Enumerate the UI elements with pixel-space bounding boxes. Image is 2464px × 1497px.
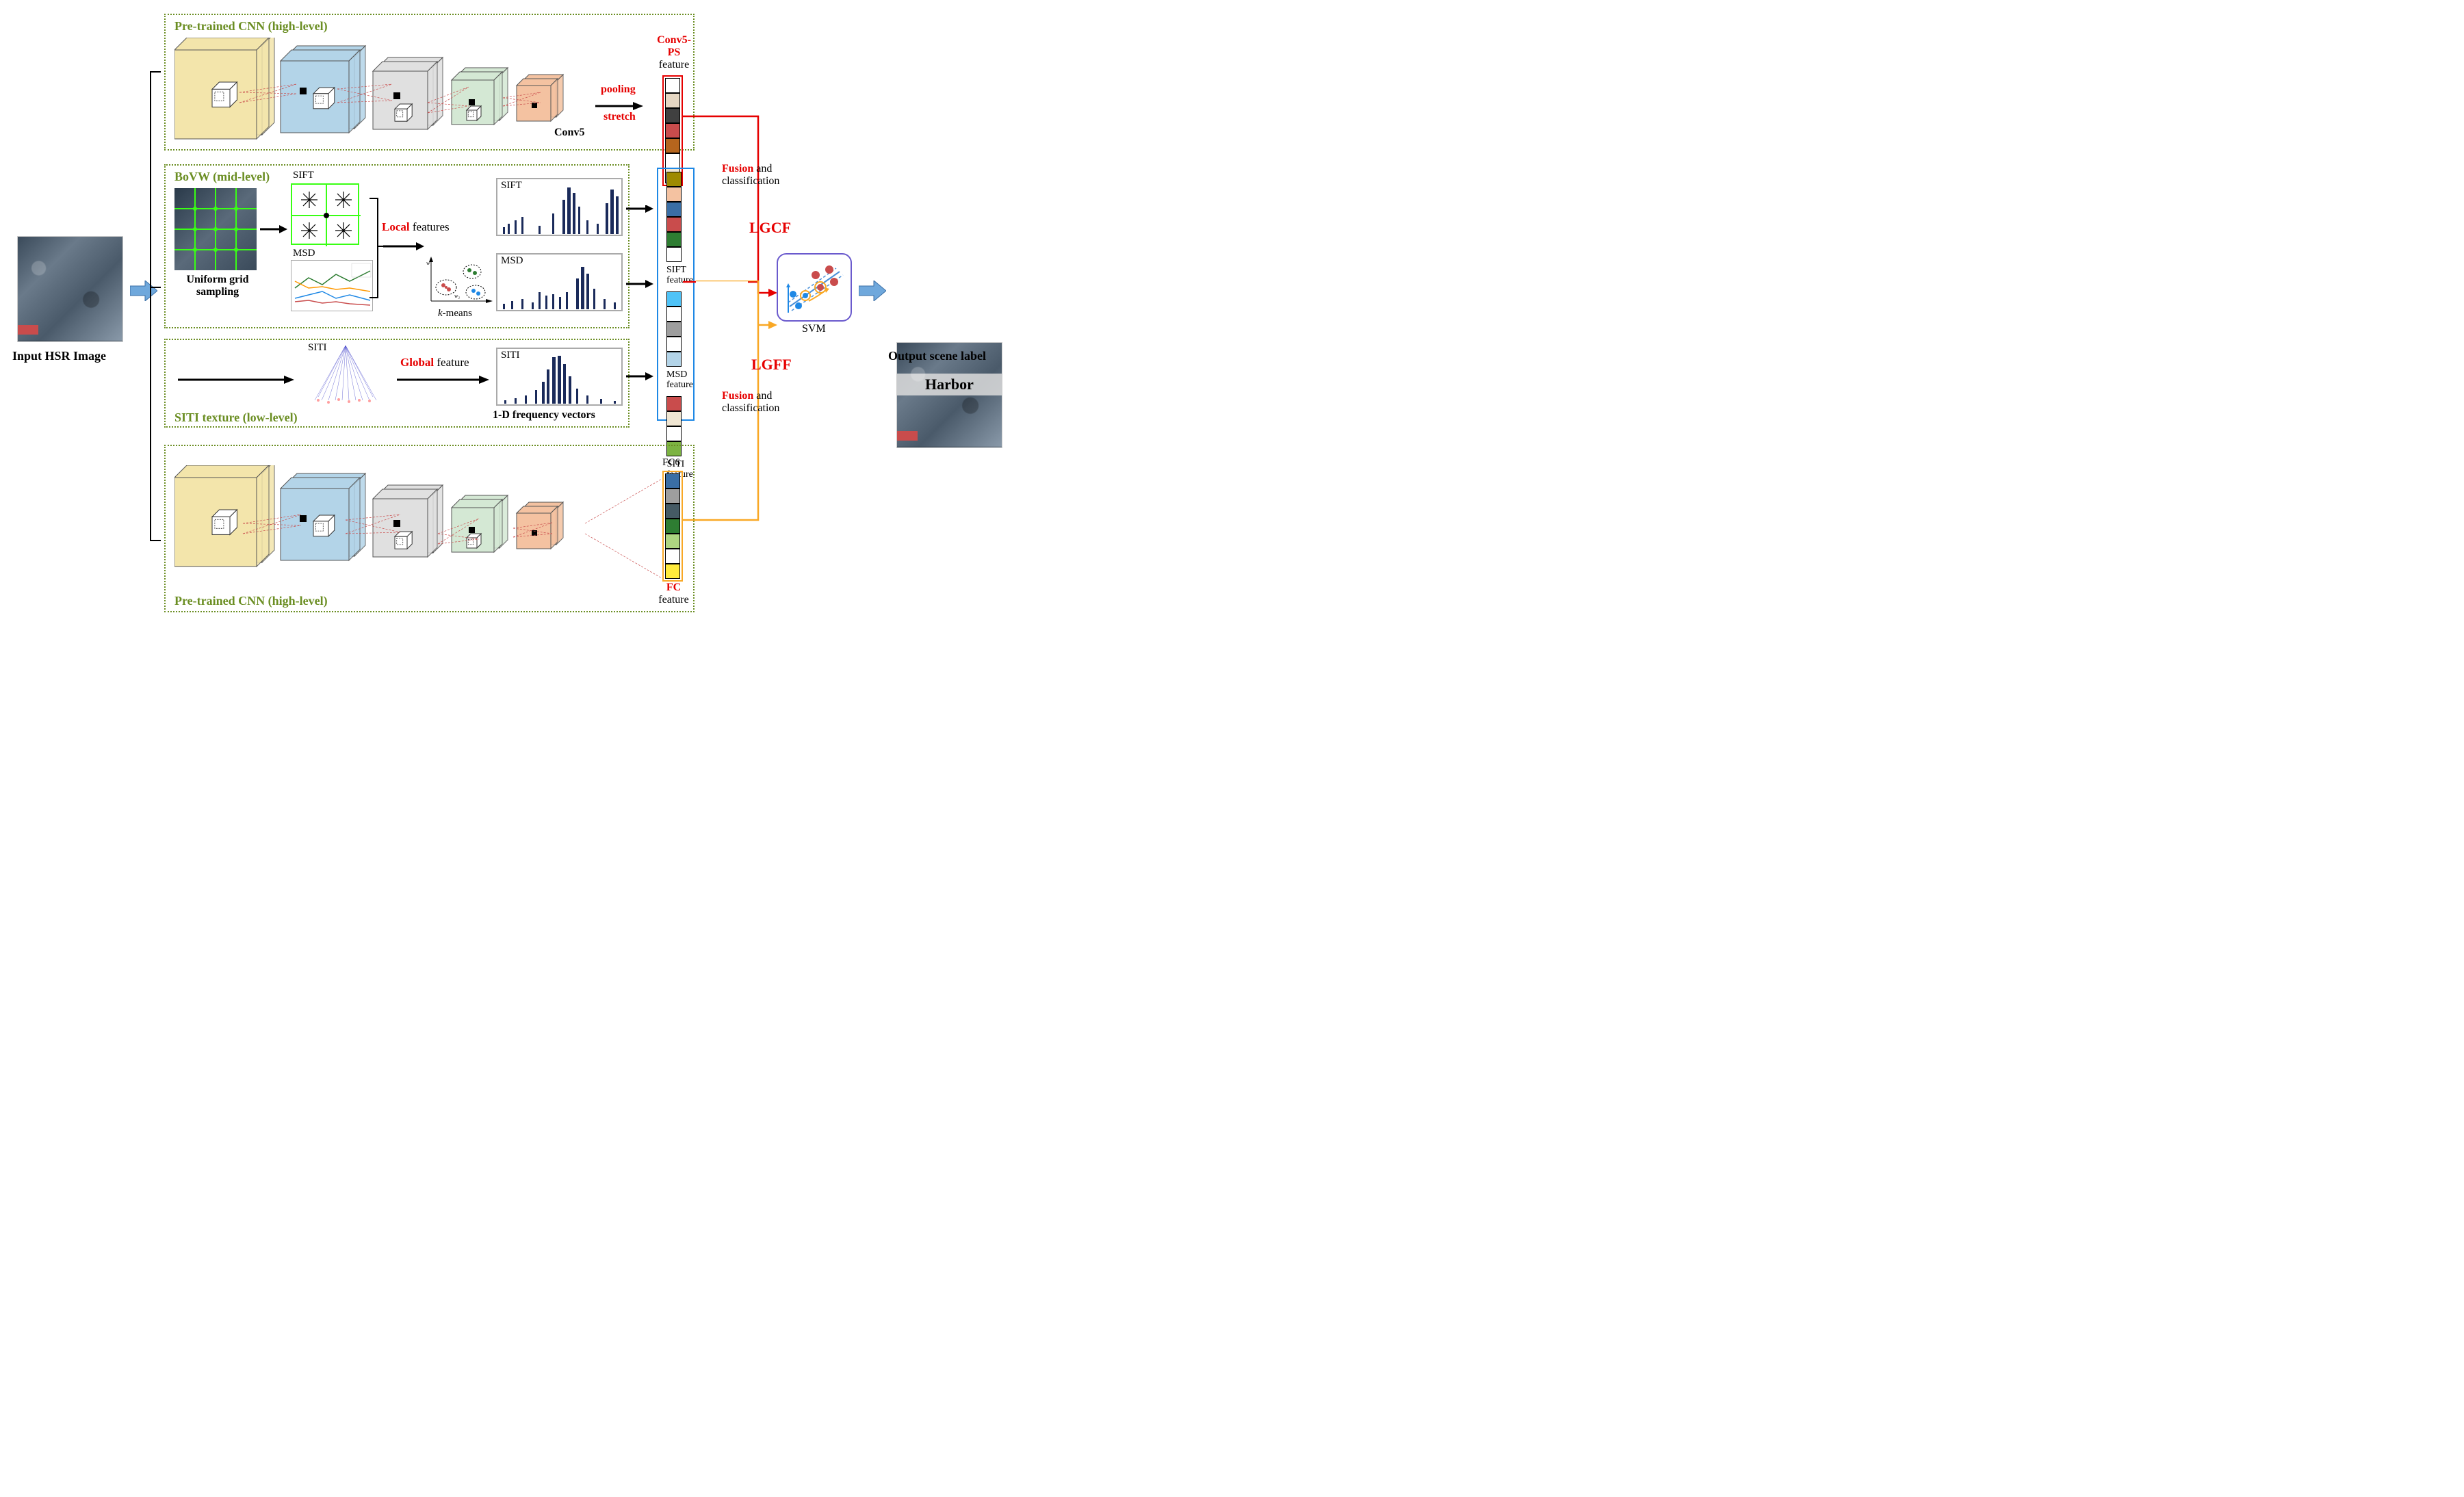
siti-title: SITI texture (low-level) (174, 411, 298, 425)
bovw-arrow2 (383, 239, 424, 253)
oned-label: 1-D frequency vectors (493, 409, 595, 421)
svm-label: SVM (802, 323, 826, 335)
bovw-arrow1 (260, 222, 287, 236)
stretch-label: stretch (604, 111, 636, 123)
svg-text:w₂: w₂ (454, 293, 460, 299)
feature-cell (666, 291, 682, 307)
hist-arrows (626, 205, 653, 383)
lgcf-fusion-label: Fusion and classification (722, 163, 779, 188)
feature-cell (665, 123, 680, 138)
feature-cell (666, 322, 682, 337)
feature-cell (666, 187, 682, 202)
feature-cell (665, 138, 680, 153)
feature-cell (666, 307, 682, 322)
feature-cell (665, 153, 680, 168)
fc-feature-stack (662, 471, 683, 582)
hist-siti-label: SITI (501, 350, 520, 361)
feature-cell (666, 202, 682, 217)
msd-feat-label: MSD feature (666, 369, 685, 391)
sift-label: SIFT (293, 170, 314, 181)
conv5-label: Conv5 (554, 127, 584, 139)
siti-arrow2 (397, 373, 489, 387)
feature-cell (666, 352, 682, 367)
cnn-top-layers (174, 38, 612, 140)
feature-cell (666, 232, 682, 247)
input-label: Input HSR Image (12, 349, 106, 363)
feature-cell (665, 519, 680, 534)
siti-arrow1 (178, 373, 294, 387)
feature-cell (665, 473, 680, 489)
uniform-grid-image (174, 188, 257, 270)
local-features-label: Local features (382, 220, 450, 234)
lgcf-label: LGCF (749, 219, 791, 237)
msd-feature-stack (666, 291, 685, 367)
feature-cell (666, 172, 682, 187)
input-hsr-image (17, 236, 123, 342)
global-feature-label: Global feature (400, 356, 469, 369)
feature-cell (665, 564, 680, 579)
pooling-label: pooling (601, 83, 636, 96)
lgff-fusion-label: Fusion and classification (722, 390, 779, 415)
kmeans-diagram: w₁ w₂ (424, 257, 493, 308)
cnn-high-bot-title: Pre-trained CNN (high-level) (174, 594, 328, 608)
sift-descriptor (291, 183, 359, 245)
cnn-bot-layers (174, 465, 612, 582)
lgff-label: LGFF (751, 356, 792, 374)
feature-cell (665, 489, 680, 504)
feature-cell (665, 93, 680, 108)
sift-feature-stack (666, 172, 685, 262)
sift-feat-label: SIFT feature (666, 265, 685, 286)
feature-cell (666, 411, 682, 426)
scene-label: Harbor (925, 376, 974, 393)
fc6-label: FC6 (662, 457, 680, 469)
cnn-high-top-title: Pre-trained CNN (high-level) (174, 19, 328, 34)
fc-feature-label: FC feature (658, 582, 689, 606)
siti-label: SITI (308, 342, 327, 354)
feature-cell (665, 534, 680, 549)
svm-box (777, 253, 852, 322)
sampling-label: Uniform grid sampling (177, 274, 259, 298)
svg-text:w₁: w₁ (426, 260, 432, 266)
feature-cell (666, 247, 682, 262)
feature-cell (665, 549, 680, 564)
hist-msd-label: MSD (501, 255, 523, 267)
feature-cell (666, 337, 682, 352)
feature-cell (665, 504, 680, 519)
conv5ps-title: Conv5- PS feature (650, 34, 698, 71)
feature-cell (666, 217, 682, 232)
hist-sift-label: SIFT (501, 180, 522, 192)
msd-chart (291, 260, 373, 311)
bovw-title: BoVW (mid-level) (174, 170, 270, 184)
feature-cell (666, 396, 682, 411)
feature-cell (665, 108, 680, 123)
msd-label: MSD (293, 248, 315, 259)
output-label: Output scene label (888, 349, 986, 363)
feature-cell (666, 426, 682, 441)
feature-cell (665, 78, 680, 93)
kmeans-label: k-means (438, 308, 472, 320)
input-split-connector (140, 68, 161, 547)
arrow-output-icon (859, 281, 886, 301)
